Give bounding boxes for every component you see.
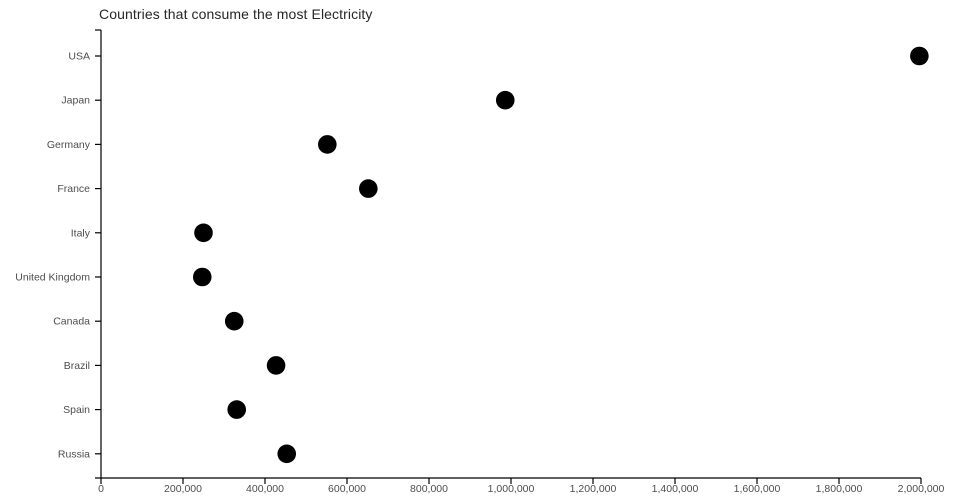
x-tick-label-1: 200,000 <box>164 483 202 495</box>
x-tick-label-2: 400,000 <box>246 483 284 495</box>
data-point-usa <box>910 46 929 66</box>
y-tick-label-spain: Spain <box>63 404 90 416</box>
data-point-germany <box>318 135 337 154</box>
y-tick-label-russia: Russia <box>58 448 90 460</box>
y-tick-label-usa: USA <box>68 51 90 63</box>
x-tick-label-5: 1,000,000 <box>488 483 535 495</box>
x-tick-label-8: 1,600,000 <box>734 483 781 495</box>
y-tick-label-japan: Japan <box>61 95 90 107</box>
data-point-japan <box>495 90 515 110</box>
data-point-canada <box>224 311 244 331</box>
y-tick-label-france: France <box>57 183 90 195</box>
x-tick-label-4: 800,000 <box>410 483 448 495</box>
y-tick-label-germany: Germany <box>47 139 91 151</box>
x-tick-label-6: 1,200,000 <box>570 483 617 495</box>
data-point-russia <box>277 444 297 464</box>
x-tick-label-0: 0 <box>98 483 104 495</box>
chart-title: Countries that consume the most Electric… <box>99 6 373 22</box>
data-point-france <box>359 179 378 198</box>
y-tick-label-italy: Italy <box>71 227 91 239</box>
x-tick-label-3: 600,000 <box>328 483 366 495</box>
x-tick-label-7: 1,400,000 <box>652 483 699 495</box>
x-tick-label-10: 2,000,000 <box>898 483 945 495</box>
y-tick-label-brazil: Brazil <box>64 360 90 372</box>
data-point-united-kingdom <box>192 267 212 287</box>
y-tick-label-canada: Canada <box>53 316 90 328</box>
data-point-spain <box>227 400 247 419</box>
data-point-italy <box>194 223 213 243</box>
x-tick-label-9: 1,800,000 <box>816 483 863 495</box>
data-point-brazil <box>266 356 286 375</box>
y-tick-label-united-kingdom: United Kingdom <box>15 272 90 284</box>
